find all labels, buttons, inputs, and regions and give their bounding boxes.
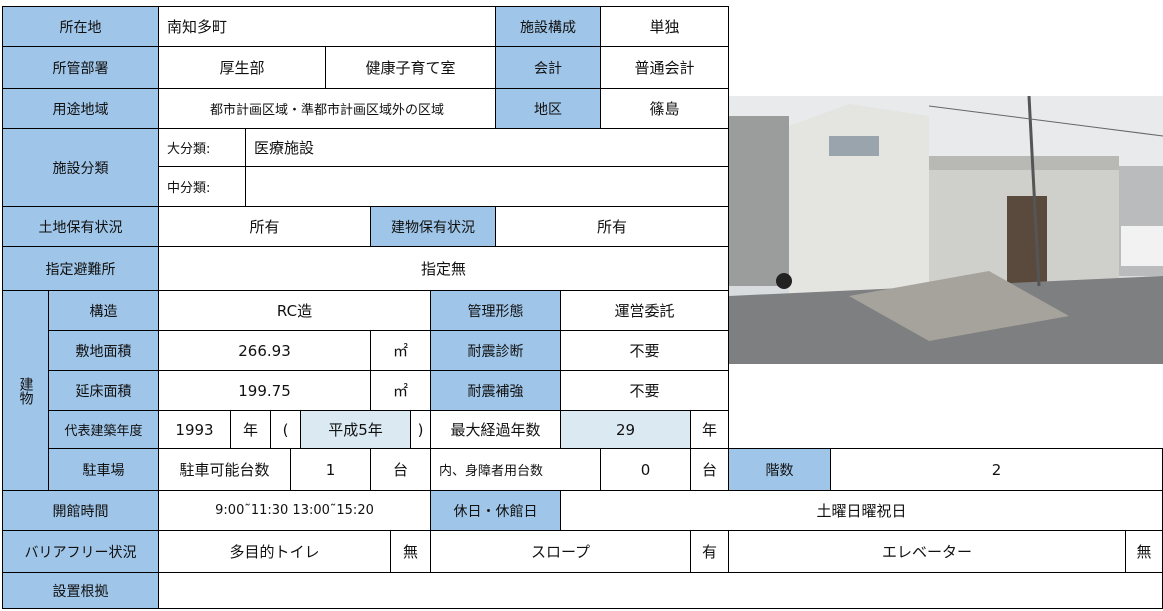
header-cell: 設置根拠 — [2, 572, 159, 609]
facility-photo — [729, 96, 1163, 364]
value-cell: 指定無 — [158, 246, 729, 291]
header-cell: 階数 — [728, 448, 831, 491]
value-cell: 年 — [230, 410, 271, 449]
value-cell: 無 — [1125, 530, 1163, 573]
header-cell: 耐震診断 — [430, 330, 561, 371]
value-cell: 大分類: — [158, 128, 246, 167]
header-cell: 指定避難所 — [2, 246, 159, 291]
value-cell: 29 — [560, 410, 691, 449]
value-cell: ) — [410, 410, 431, 449]
header-cell: 耐震補強 — [430, 370, 561, 411]
header-cell: 延床面積 — [48, 370, 159, 411]
value-cell: 単独 — [600, 6, 729, 47]
value-cell: 厚生部 — [158, 46, 326, 89]
empty-cell — [158, 572, 1163, 609]
value-cell: 駐車可能台数 — [158, 448, 291, 491]
value-cell: 所有 — [158, 206, 371, 247]
value-cell: 土曜日曜祝日 — [560, 490, 1163, 531]
header-cell: バリアフリー状況 — [2, 530, 159, 573]
header-cell: 所管部署 — [2, 46, 159, 89]
value-cell: 1 — [290, 448, 371, 491]
value-cell: スロープ — [430, 530, 691, 573]
value-cell: 266.93 — [158, 330, 371, 371]
value-cell: 台 — [690, 448, 729, 491]
header-cell: 開館時間 — [2, 490, 159, 531]
value-cell: ㎡ — [370, 330, 431, 371]
header-cell: 敷地面積 — [48, 330, 159, 371]
value-cell: 199.75 — [158, 370, 371, 411]
header-cell: 用途地域 — [2, 88, 159, 129]
value-cell: 南知多町 — [158, 6, 496, 47]
value-cell: 運営委託 — [560, 290, 729, 331]
header-cell: 土地保有状況 — [2, 206, 159, 247]
value-cell: 普通会計 — [600, 46, 729, 89]
value-cell: 2 — [830, 448, 1163, 491]
value-cell: 不要 — [560, 370, 729, 411]
value-cell: 医療施設 — [245, 128, 729, 167]
value-cell: 9:00˜11:30 13:00˜15:20 — [158, 490, 431, 531]
value-cell: 健康子育て室 — [325, 46, 496, 89]
value-cell: 年 — [690, 410, 729, 449]
header-cell: 構造 — [48, 290, 159, 331]
value-cell: 内、身障者用台数 — [430, 448, 601, 491]
header-cell: 代表建築年度 — [48, 410, 159, 449]
value-cell: 平成5年 — [300, 410, 411, 449]
value-cell: 0 — [600, 448, 691, 491]
empty-cell — [245, 166, 729, 207]
value-cell: 多目的トイレ — [158, 530, 391, 573]
header-cell: 所在地 — [2, 6, 159, 47]
header-cell: 建物 — [2, 290, 49, 491]
header-cell: 会計 — [495, 46, 601, 89]
header-cell: 管理形態 — [430, 290, 561, 331]
value-cell: 篠島 — [600, 88, 729, 129]
header-cell: 施設分類 — [2, 128, 159, 207]
header-cell: 建物保有状況 — [370, 206, 496, 247]
value-cell: 都市計画区域・準都市計画区域外の区域 — [158, 88, 496, 129]
value-cell: RC造 — [158, 290, 431, 331]
value-cell: 不要 — [560, 330, 729, 371]
value-cell: エレベーター — [728, 530, 1126, 573]
header-cell: 休日・休館日 — [430, 490, 561, 531]
header-cell: 施設構成 — [495, 6, 601, 47]
header-cell: 駐車場 — [48, 448, 159, 491]
value-cell: 所有 — [495, 206, 729, 247]
value-cell: 1993 — [158, 410, 231, 449]
value-cell: 最大経過年数 — [430, 410, 561, 449]
value-cell: 無 — [390, 530, 431, 573]
value-cell: 中分類: — [158, 166, 246, 207]
value-cell: 台 — [370, 448, 431, 491]
value-cell: ㎡ — [370, 370, 431, 411]
value-cell: ( — [270, 410, 301, 449]
value-cell: 有 — [690, 530, 729, 573]
header-cell: 地区 — [495, 88, 601, 129]
